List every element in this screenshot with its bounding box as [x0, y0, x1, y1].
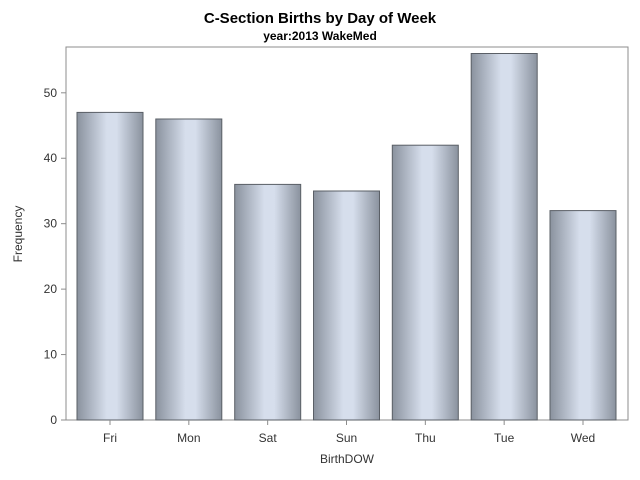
- bar-thu: [391, 144, 459, 421]
- bar-sat: [234, 183, 302, 421]
- y-axis: 0 10 20 30 40 50: [44, 86, 66, 427]
- y-tick-label: 40: [44, 151, 58, 165]
- y-tick-label: 10: [44, 348, 58, 362]
- y-tick-label: 20: [44, 282, 58, 296]
- x-axis-label: BirthDOW: [320, 452, 375, 466]
- y-tick-label: 0: [50, 413, 57, 427]
- x-tick-label: Thu: [415, 431, 436, 445]
- bars-group: [76, 53, 617, 421]
- bar-fri: [76, 111, 144, 421]
- x-tick-label: Wed: [571, 431, 595, 445]
- x-axis: Fri Mon Sat Sun Thu Tue Wed: [103, 420, 595, 445]
- y-axis-label: Frequency: [11, 206, 25, 263]
- x-tick-label: Sun: [336, 431, 357, 445]
- x-tick-label: Mon: [177, 431, 200, 445]
- x-tick-label: Tue: [494, 431, 515, 445]
- bar-sun: [313, 190, 380, 421]
- chart-title: C-Section Births by Day of Week: [203, 10, 437, 27]
- bar-wed: [549, 210, 617, 421]
- bar-mon: [155, 118, 223, 421]
- y-tick-label: 30: [44, 217, 58, 231]
- chart-subtitle: year:2013 WakeMed: [263, 29, 377, 43]
- bar-tue: [470, 53, 538, 421]
- x-tick-label: Fri: [103, 431, 117, 445]
- y-tick-label: 50: [44, 86, 58, 100]
- x-tick-label: Sat: [259, 431, 278, 445]
